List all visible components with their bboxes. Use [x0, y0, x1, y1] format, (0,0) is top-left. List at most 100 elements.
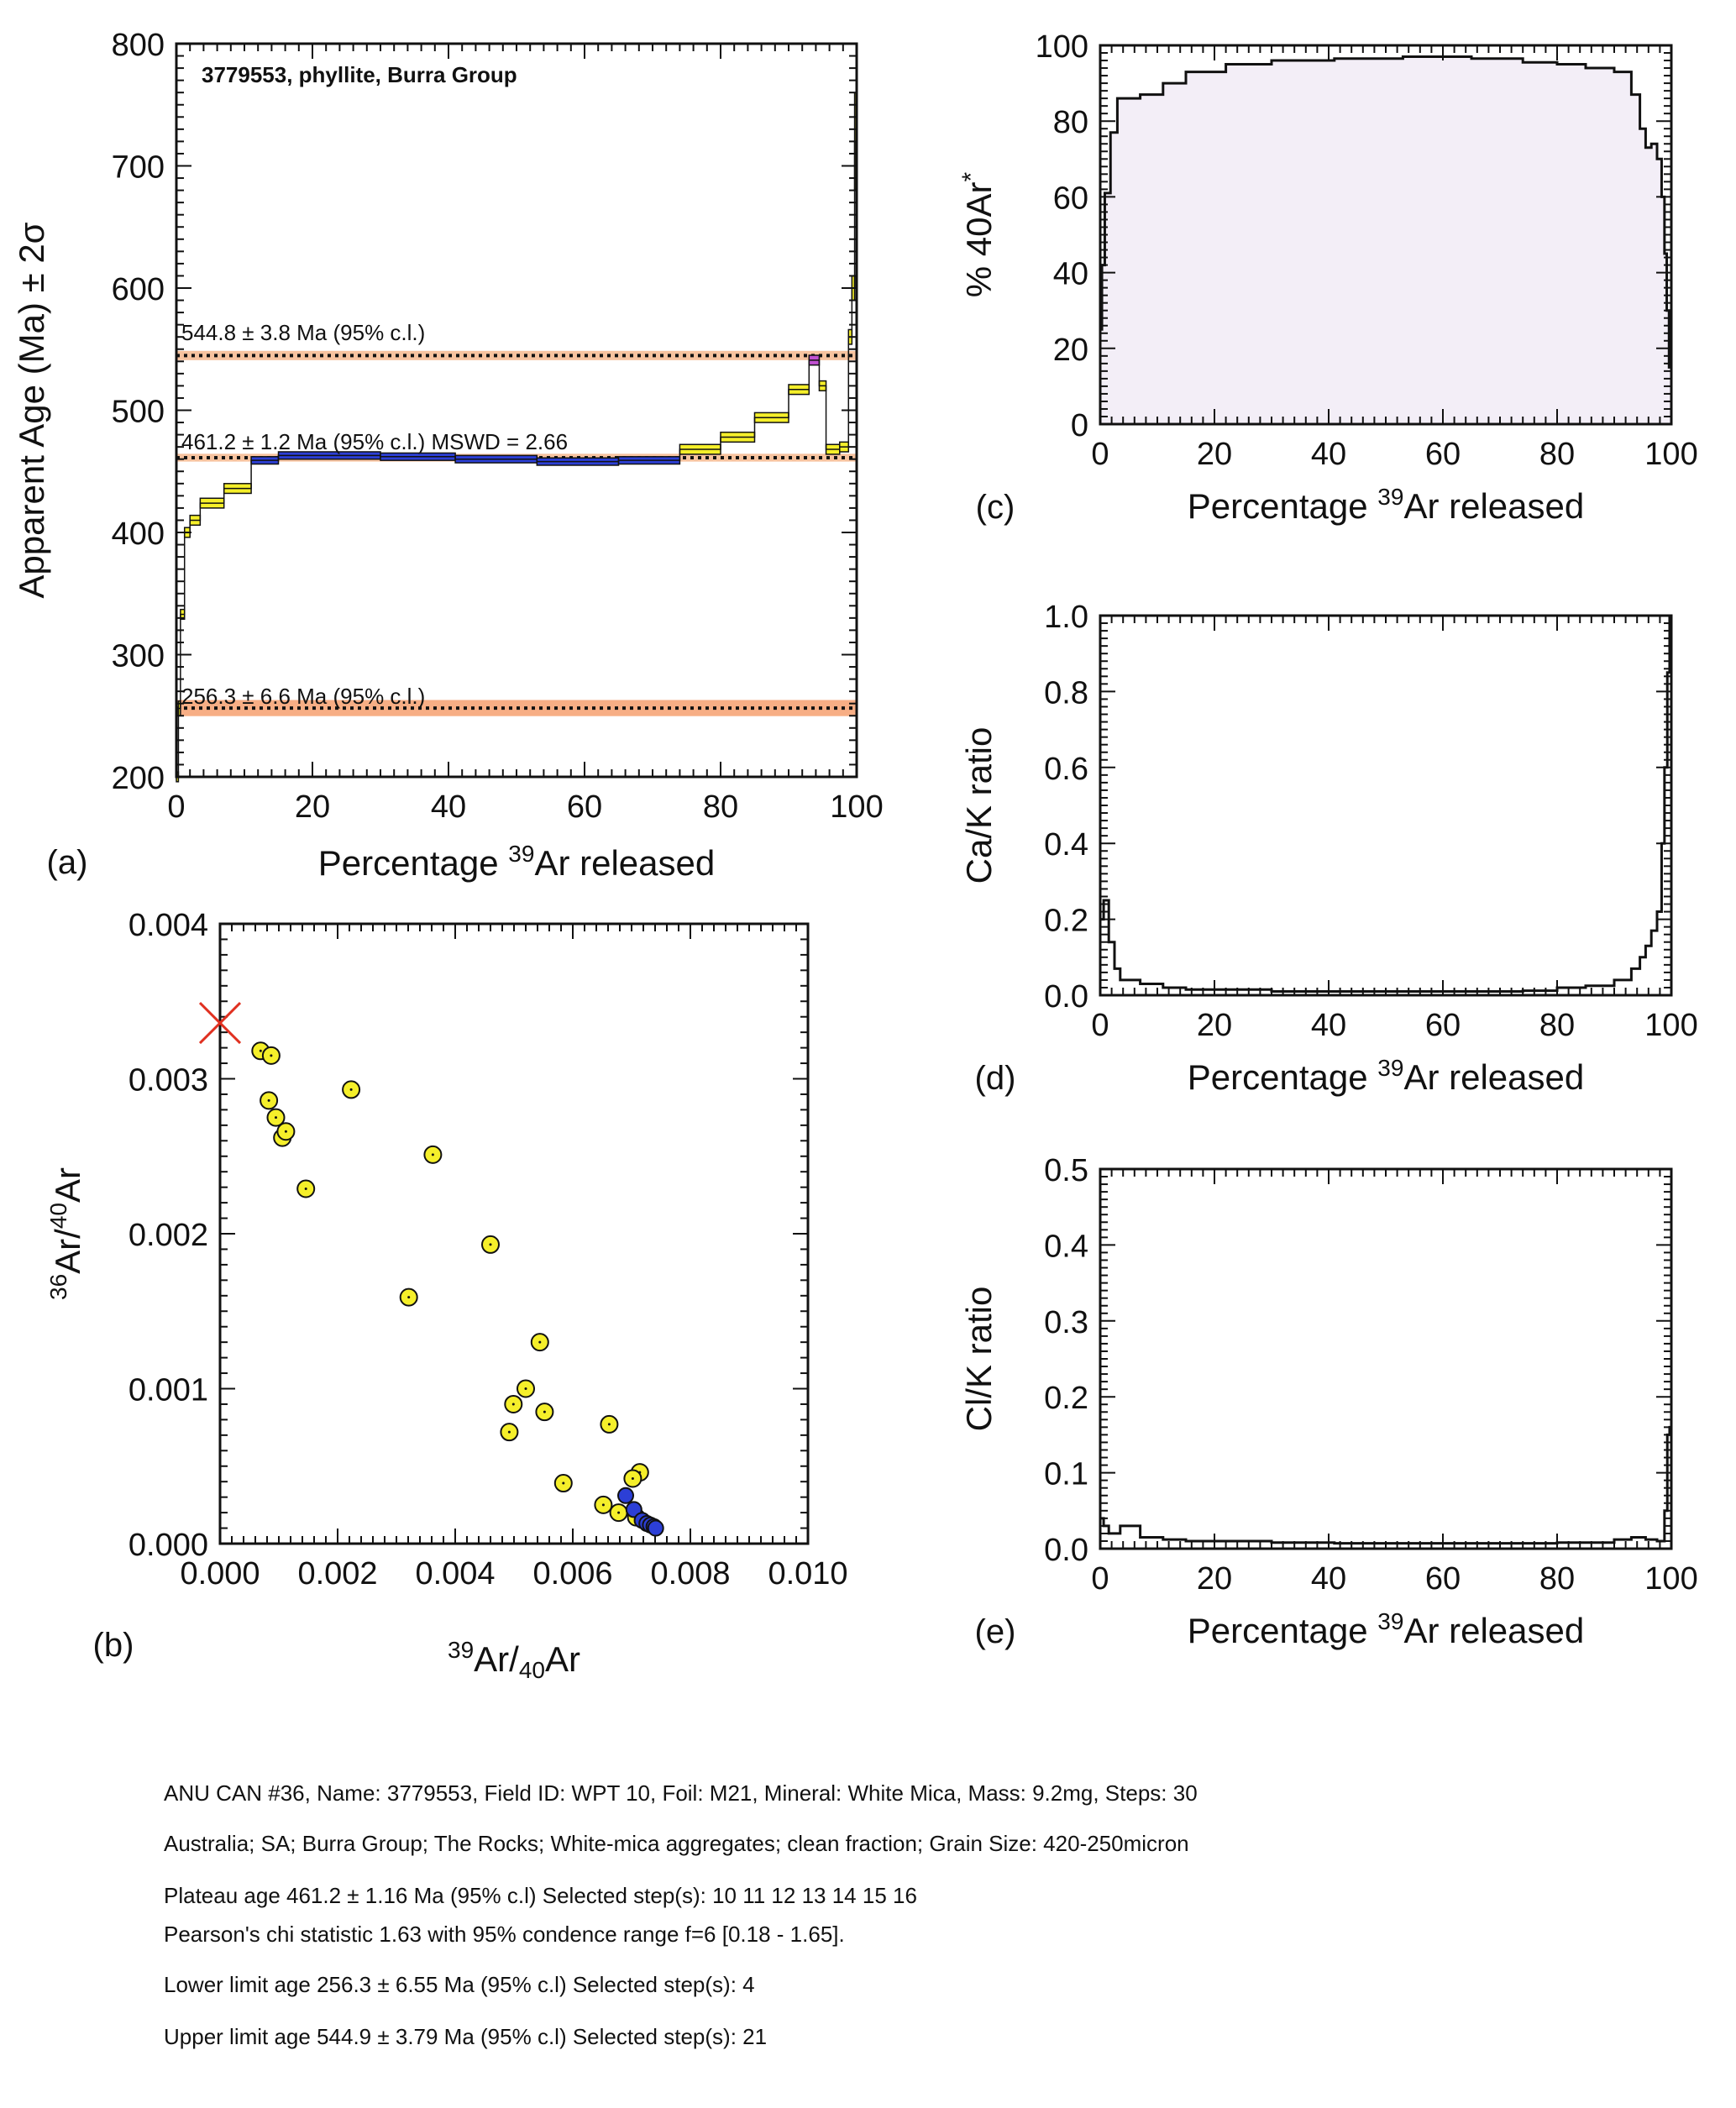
panel-a-ytick-label: 600 — [112, 272, 165, 307]
scatter-point-center — [284, 1130, 287, 1133]
scatter-point-center — [524, 1387, 527, 1390]
scatter-point-center — [407, 1296, 411, 1299]
panel-c-radiogenic-ytick-label: 20 — [1053, 333, 1088, 368]
panel-a-frame — [175, 42, 858, 779]
panel-d-cak-xlabel: Percentage 39Ar released — [1188, 1055, 1584, 1097]
panel-d-cak-ytick-label: 0.6 — [1044, 752, 1088, 787]
panel-d-cak-xtick-label: 20 — [1197, 1008, 1232, 1043]
panel-d-cak-line — [1100, 614, 1671, 993]
reference-label: 461.2 ± 1.2 Ma (95% c.l.) MSWD = 2.66 — [181, 429, 568, 454]
panel-e-clk-ytick-label: 0.5 — [1044, 1153, 1088, 1188]
panel-e-clk-frame — [1099, 1167, 1673, 1550]
note-line-1: ANU CAN #36, Name: 3779553, Field ID: WP… — [164, 1780, 1198, 1806]
panel-a-xtick-label: 80 — [703, 789, 738, 825]
panel-label-c: (c) — [976, 489, 1015, 526]
panel-a-xtick-label: 20 — [295, 789, 330, 825]
scatter-point-center — [538, 1340, 542, 1344]
panel-d-cak-xtick-label: 0 — [1091, 1008, 1109, 1043]
panel-d-cak-xtick-label: 60 — [1425, 1008, 1461, 1043]
panel-b-xtick-label: 0.000 — [180, 1556, 260, 1591]
scatter-point-center — [543, 1410, 546, 1413]
reference-label: 256.3 ± 6.6 Ma (95% c.l.) — [181, 684, 425, 709]
panel-c-radiogenic-xtick-label: 80 — [1539, 437, 1575, 472]
panel-b-ytick-label: 0.003 — [128, 1063, 208, 1099]
panel-e-clk-ytick-label: 0.3 — [1044, 1305, 1088, 1340]
panel-c-radiogenic-ytick-label: 60 — [1053, 181, 1088, 216]
panel-a-ytick-label: 700 — [112, 150, 165, 186]
panel-d-cak-xtick-label: 40 — [1311, 1008, 1346, 1043]
panel-e-clk: 0 20 40 60 80 100 0.0 0.1 0.2 0.3 0.4 0.5 Percentage… — [959, 1153, 1698, 1650]
panel-c-radiogenic-ytick-label: 0 — [1071, 408, 1088, 443]
scatter-point-selected — [647, 1519, 664, 1537]
panel-a-ytick-label: 500 — [112, 395, 165, 430]
panel-d-cak-ytick-label: 1.0 — [1044, 600, 1088, 635]
scatter-point-center — [631, 1477, 634, 1481]
panel-b-ytick-label: 0.004 — [128, 908, 208, 943]
atmospheric-marker — [198, 1002, 242, 1045]
panel-d-cak-xtick-label: 80 — [1539, 1008, 1575, 1043]
panel-c-radiogenic-ytick-label: 80 — [1053, 105, 1088, 140]
panel-e-clk-xtick-label: 0 — [1091, 1561, 1109, 1597]
scatter-point-center — [267, 1099, 270, 1102]
panel-e-clk-ytick-label: 0.4 — [1044, 1229, 1088, 1264]
panel-e-clk-xtick-label: 20 — [1197, 1561, 1232, 1597]
figure-canvas: 0 20 40 60 80 1002003004005006007008003779553… — [12, 28, 1698, 1683]
panel-a-ytick-label: 400 — [112, 517, 165, 552]
panel-b-ytick-label: 0.001 — [128, 1373, 208, 1408]
panel-c-radiogenic-line — [1100, 55, 1671, 369]
panel-a-ylabel: Apparent Age (Ma) ± 2σ — [12, 222, 51, 598]
panel-e-clk-ytick-label: 0.2 — [1044, 1381, 1088, 1416]
panel-a-ytick-label: 300 — [112, 639, 165, 674]
panel-c-radiogenic-xtick-label: 20 — [1197, 437, 1232, 472]
panel-b-xtick-label: 0.008 — [650, 1556, 730, 1591]
panel-c-radiogenic-fill — [1100, 56, 1671, 424]
panel-c-radiogenic-ytick-label: 40 — [1053, 257, 1088, 292]
panel-b-ytick-label: 0.000 — [128, 1528, 208, 1563]
panel-a-ytick-label: 800 — [112, 28, 165, 63]
panel-b-isochron: 0.000 0.002 0.004 0.006 0.008 0.010 0.000 0.001… — [45, 908, 848, 1683]
panel-a-xlabel: Percentage 39Ar released — [318, 841, 715, 883]
panel-d-cak-ytick-label: 0.4 — [1044, 827, 1088, 863]
panel-e-clk-xlabel: Percentage 39Ar released — [1188, 1608, 1584, 1650]
scatter-point-center — [349, 1088, 353, 1091]
panel-c-radiogenic-xtick-label: 0 — [1091, 437, 1109, 472]
panel-a-age-spectrum: 0 20 40 60 80 100 200 300 400 500 600 700 800 3779553… — [12, 28, 884, 883]
panel-d-cak: 0 20 40 60 80 100 0.0 0.2 0.4 0.6 0.8 1.0 Percentage… — [959, 600, 1698, 1097]
panel-e-clk-ylabel: Cl/K ratio — [959, 1287, 999, 1432]
scatter-point-center — [617, 1511, 621, 1514]
panel-b-xtick-label: 0.010 — [768, 1556, 847, 1591]
panel-b-xtick-label: 0.006 — [532, 1556, 612, 1591]
panel-d-cak-ytick-label: 0.2 — [1044, 904, 1088, 939]
scatter-point-selected — [617, 1487, 634, 1504]
panel-d-cak-frame — [1099, 614, 1673, 997]
reference-label: 544.8 ± 3.8 Ma (95% c.l.) — [181, 320, 425, 345]
panel-c-radiogenic-xtick-label: 60 — [1425, 437, 1461, 472]
panel-label-a: (a) — [47, 844, 88, 881]
scatter-point-center — [259, 1049, 262, 1052]
panel-d-cak-ytick-label: 0.8 — [1044, 675, 1088, 711]
scatter-point-center — [601, 1503, 605, 1507]
panel-e-clk-xtick-label: 60 — [1425, 1561, 1461, 1597]
panel-b-xlabel: 39Ar/40Ar — [448, 1637, 580, 1683]
scatter-point-center — [431, 1153, 434, 1156]
panel-d-cak-ylabel: Ca/K ratio — [959, 727, 999, 884]
panel-label-b: (b) — [93, 1627, 134, 1664]
panel-b-xtick-label: 0.002 — [297, 1556, 377, 1591]
scatter-point-center — [304, 1187, 307, 1190]
panel-a-xtick-label: 40 — [431, 789, 466, 825]
panel-e-clk-xtick-label: 80 — [1539, 1561, 1575, 1597]
panel-label-d: (d) — [975, 1060, 1016, 1097]
panel-d-cak-ytick-label: 0.0 — [1044, 979, 1088, 1015]
scatter-point-center — [489, 1243, 492, 1246]
panel-d-cak-xtick-label: 100 — [1644, 1008, 1697, 1043]
panel-a-xtick-label: 100 — [830, 789, 883, 825]
scatter-point-center — [507, 1430, 511, 1434]
panel-c-radiogenic-xtick-label: 100 — [1644, 437, 1697, 472]
panel-c-radiogenic-xlabel: Percentage 39Ar released — [1188, 484, 1584, 526]
scatter-point-center — [607, 1423, 611, 1426]
panel-a-ytick-label: 200 — [112, 761, 165, 796]
panel-a-xtick-label: 0 — [167, 789, 185, 825]
note-line-6: Upper limit age 544.9 ± 3.79 Ma (95% c.l… — [164, 2024, 768, 2049]
panel-c-radiogenic-ylabel: % 40Ar* — [957, 171, 999, 297]
panel-e-clk-xtick-label: 40 — [1311, 1561, 1346, 1597]
